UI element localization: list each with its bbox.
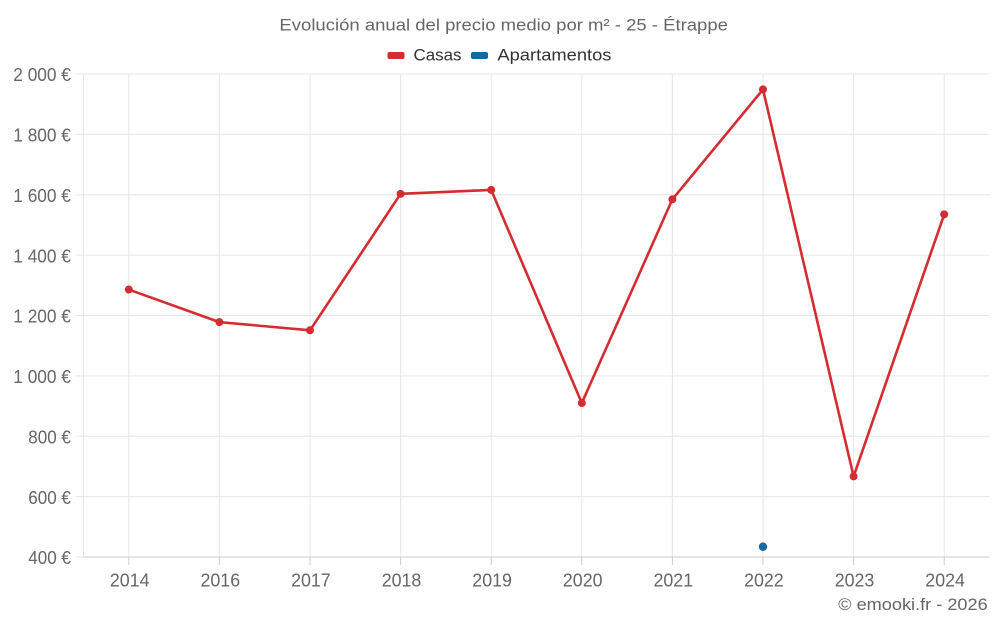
svg-text:© emooki.fr - 2026: © emooki.fr - 2026 [838, 595, 988, 614]
svg-text:1 600 €: 1 600 € [13, 185, 71, 206]
svg-text:2022: 2022 [744, 570, 784, 591]
svg-text:2014: 2014 [110, 570, 150, 591]
svg-text:2017: 2017 [291, 570, 331, 591]
svg-text:2016: 2016 [201, 570, 241, 591]
svg-text:1 000 €: 1 000 € [13, 366, 71, 387]
svg-text:2021: 2021 [654, 570, 694, 591]
svg-text:2019: 2019 [472, 570, 512, 591]
svg-text:1 400 €: 1 400 € [13, 245, 71, 266]
svg-text:2 000 €: 2 000 € [13, 64, 71, 85]
svg-text:800 €: 800 € [28, 426, 71, 447]
svg-text:2023: 2023 [835, 570, 875, 591]
svg-text:2018: 2018 [382, 570, 422, 591]
svg-text:2020: 2020 [563, 570, 603, 591]
svg-text:Evolución anual del precio med: Evolución anual del precio medio por m² … [279, 16, 728, 35]
svg-text:2024: 2024 [925, 570, 965, 591]
svg-text:400 €: 400 € [28, 547, 71, 568]
svg-text:Casas: Casas [414, 46, 462, 64]
svg-text:1 800 €: 1 800 € [13, 125, 71, 146]
svg-text:1 200 €: 1 200 € [13, 306, 71, 327]
svg-text:Apartamentos: Apartamentos [497, 46, 611, 64]
svg-text:600 €: 600 € [28, 487, 71, 508]
